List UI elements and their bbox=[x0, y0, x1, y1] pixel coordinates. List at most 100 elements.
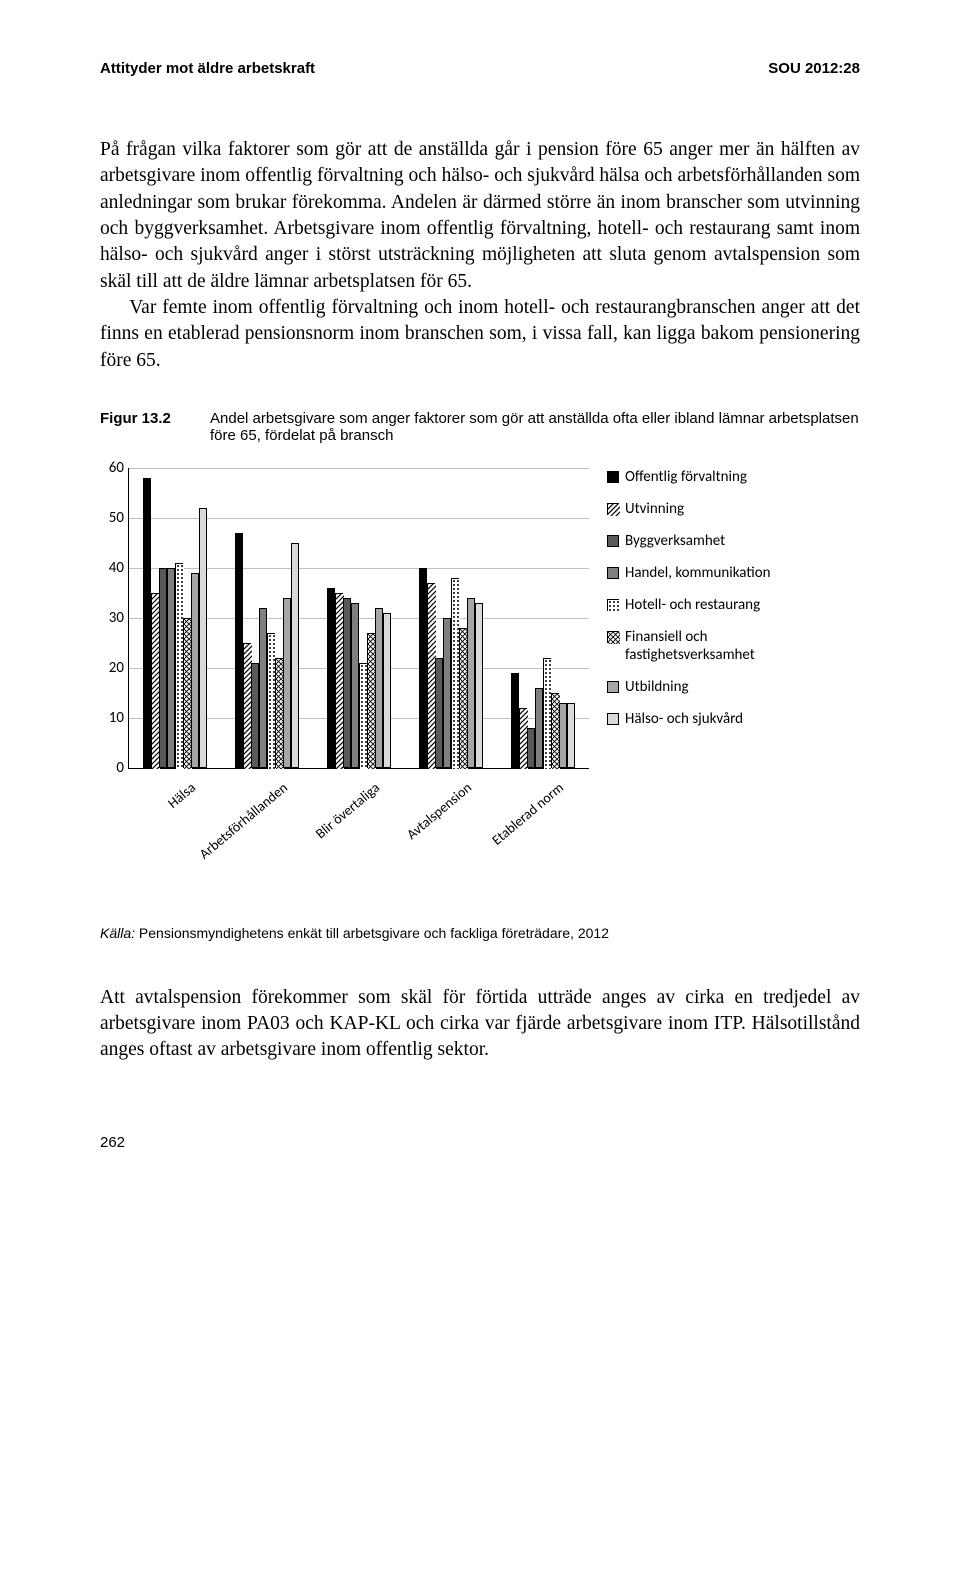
legend-item: Byggverksamhet bbox=[607, 532, 795, 550]
bar bbox=[243, 643, 251, 768]
running-head-right: SOU 2012:28 bbox=[768, 60, 860, 77]
bar bbox=[283, 598, 291, 768]
x-axis-label: Avtalspension bbox=[403, 779, 475, 843]
y-tick-label: 10 bbox=[109, 709, 124, 727]
figure-13-2: Figur 13.2 Andel arbetsgivare som anger … bbox=[100, 410, 860, 941]
plot-area bbox=[128, 468, 589, 769]
bar bbox=[151, 593, 159, 768]
bar bbox=[551, 693, 559, 768]
legend-item: Utvinning bbox=[607, 500, 795, 518]
bar bbox=[427, 583, 435, 768]
y-tick-label: 20 bbox=[109, 659, 124, 677]
bar-group bbox=[327, 588, 391, 768]
bar bbox=[375, 608, 383, 768]
figure-label: Figur 13.2 bbox=[100, 410, 210, 444]
legend-label: Offentlig förvaltning bbox=[625, 468, 747, 486]
legend-swatch bbox=[607, 567, 619, 579]
legend-item: Handel, kommunikation bbox=[607, 564, 795, 582]
legend-item: Hotell- och restaurang bbox=[607, 596, 795, 614]
bar bbox=[543, 658, 551, 768]
bar-group bbox=[143, 478, 207, 768]
bar bbox=[143, 478, 151, 768]
legend-item: Finansiell och fastighetsverksamhet bbox=[607, 628, 795, 664]
x-axis-label: Hälsa bbox=[164, 779, 199, 812]
bar bbox=[251, 663, 259, 768]
bar bbox=[327, 588, 335, 768]
source-text: Pensionsmyndighetens enkät till arbetsgi… bbox=[139, 925, 609, 941]
bar bbox=[159, 568, 167, 768]
figure-title: Andel arbetsgivare som anger faktorer so… bbox=[210, 410, 860, 444]
legend-swatch bbox=[607, 631, 619, 643]
bar bbox=[419, 568, 427, 768]
bar bbox=[527, 728, 535, 768]
legend-label: Byggverksamhet bbox=[625, 532, 725, 550]
legend-label: Handel, kommunikation bbox=[625, 564, 770, 582]
legend-label: Hälso- och sjukvård bbox=[625, 710, 743, 728]
legend-label: Hotell- och restaurang bbox=[625, 596, 760, 614]
bar bbox=[435, 658, 443, 768]
y-tick-label: 60 bbox=[109, 459, 124, 477]
legend-swatch bbox=[607, 503, 619, 515]
y-tick-label: 50 bbox=[109, 509, 124, 527]
legend-item: Offentlig förvaltning bbox=[607, 468, 795, 486]
paragraph-2: Var femte inom offentlig förvaltning och… bbox=[100, 295, 860, 374]
bar bbox=[275, 658, 283, 768]
bar bbox=[335, 593, 343, 768]
legend: Offentlig förvaltning Utvinning Byggverksa… bbox=[607, 468, 795, 742]
running-head-left: Attityder mot äldre arbetskraft bbox=[100, 60, 315, 77]
bar bbox=[467, 598, 475, 768]
bar bbox=[259, 608, 267, 768]
body-text: På frågan vilka faktorer som gör att de … bbox=[100, 137, 860, 374]
bar bbox=[235, 533, 243, 768]
x-axis-labels: HälsaArbetsförhållanden Blir övertaliga Av… bbox=[128, 775, 588, 885]
bar bbox=[183, 618, 191, 768]
legend-swatch bbox=[607, 471, 619, 483]
figure-source: Källa: Pensionsmyndighetens enkät till a… bbox=[100, 925, 860, 941]
bar bbox=[383, 613, 391, 768]
bar bbox=[451, 578, 459, 768]
legend-item: Utbildning bbox=[607, 678, 795, 696]
bar bbox=[367, 633, 375, 768]
bar-group bbox=[511, 658, 575, 768]
page-number: 262 bbox=[100, 1134, 860, 1151]
bar bbox=[343, 598, 351, 768]
legend-swatch bbox=[607, 681, 619, 693]
running-head: Attityder mot äldre arbetskraft SOU 2012… bbox=[100, 60, 860, 77]
bar bbox=[351, 603, 359, 768]
bar bbox=[475, 603, 483, 768]
bar bbox=[559, 703, 567, 768]
bar bbox=[443, 618, 451, 768]
bar bbox=[175, 563, 183, 768]
bar-chart: 0102030405060 HälsaArbetsförhållandenBli… bbox=[100, 468, 860, 885]
y-tick-label: 0 bbox=[116, 759, 124, 777]
legend-label: Finansiell och fastighetsverksamhet bbox=[625, 628, 795, 664]
bar bbox=[519, 708, 527, 768]
bar bbox=[167, 568, 175, 768]
bar bbox=[359, 663, 367, 768]
bar-group bbox=[235, 533, 299, 768]
bar bbox=[291, 543, 299, 768]
bar-group bbox=[419, 568, 483, 768]
y-tick-label: 30 bbox=[109, 609, 124, 627]
bar bbox=[267, 633, 275, 768]
legend-swatch bbox=[607, 535, 619, 547]
closing-paragraph-block: Att avtalspension förekommer som skäl fö… bbox=[100, 985, 860, 1064]
x-axis-label: Arbetsförhållanden bbox=[196, 779, 291, 863]
legend-label: Utbildning bbox=[625, 678, 689, 696]
legend-label: Utvinning bbox=[625, 500, 684, 518]
bar bbox=[567, 703, 575, 768]
closing-paragraph: Att avtalspension förekommer som skäl fö… bbox=[100, 985, 860, 1064]
bar bbox=[511, 673, 519, 768]
legend-item: Hälso- och sjukvård bbox=[607, 710, 795, 728]
legend-swatch bbox=[607, 599, 619, 611]
source-prefix: Källa: bbox=[100, 925, 135, 941]
y-tick-label: 40 bbox=[109, 559, 124, 577]
bar bbox=[191, 573, 199, 768]
bar bbox=[199, 508, 207, 768]
x-axis-label: Blir övertaliga bbox=[312, 779, 383, 842]
bar bbox=[459, 628, 467, 768]
bar bbox=[535, 688, 543, 768]
paragraph-1: På frågan vilka faktorer som gör att de … bbox=[100, 137, 860, 295]
y-axis: 0102030405060 bbox=[100, 468, 128, 768]
legend-swatch bbox=[607, 713, 619, 725]
